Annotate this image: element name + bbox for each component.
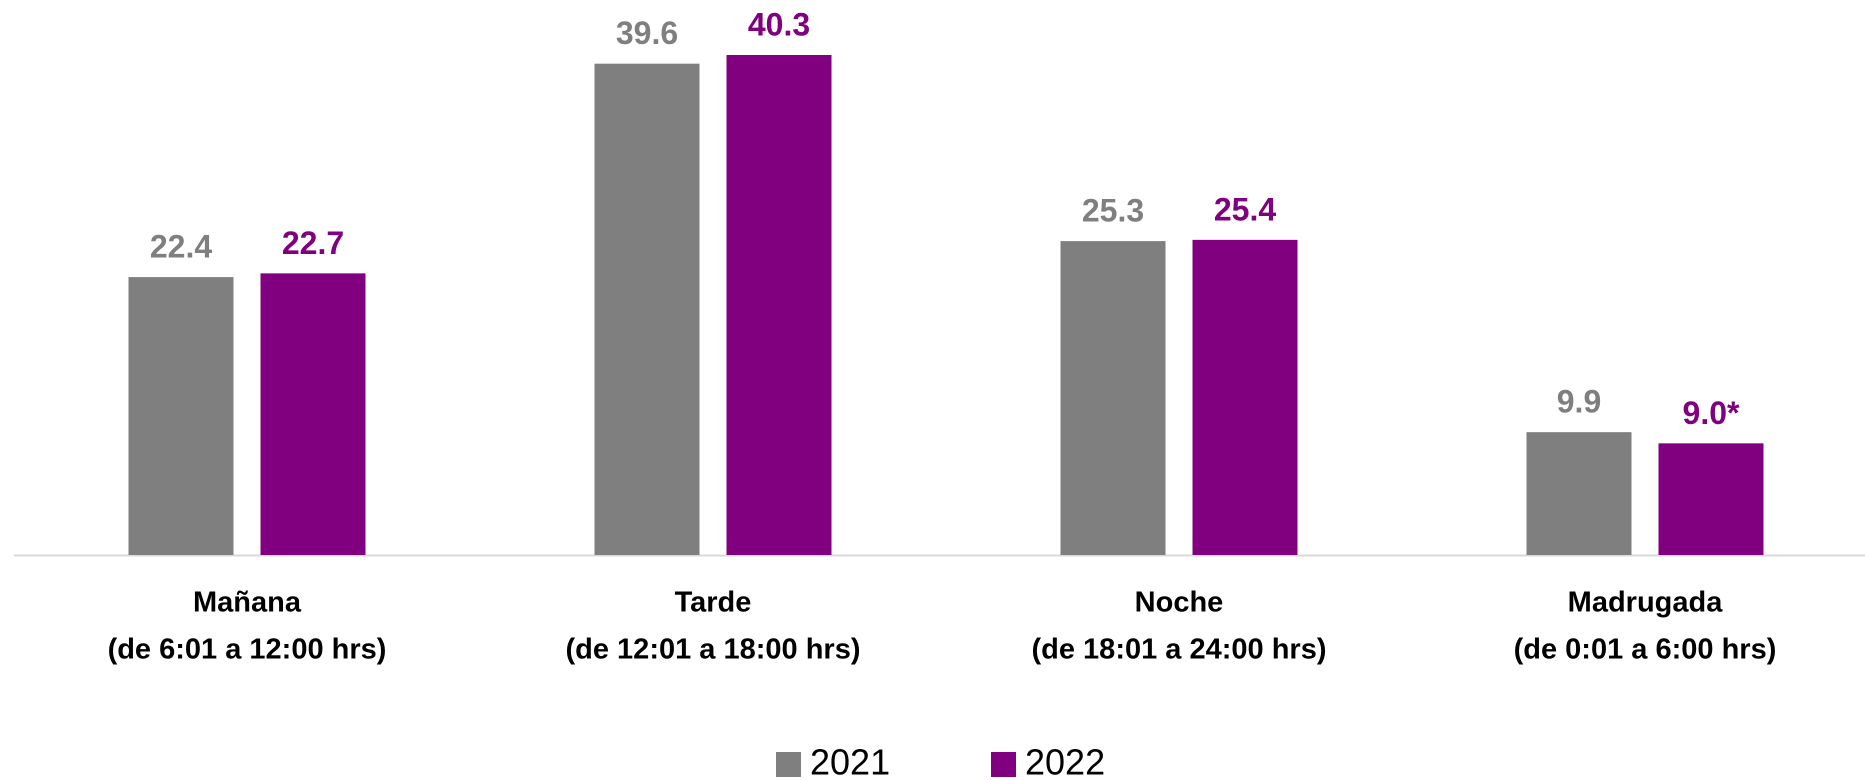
data-label: 25.4 xyxy=(1214,191,1276,227)
data-label: 25.3 xyxy=(1082,193,1144,229)
x-tick-sublabel: (de 12:01 a 18:00 hrs) xyxy=(566,634,861,666)
data-label: 39.6 xyxy=(616,15,678,51)
bar xyxy=(594,63,700,555)
x-tick-label: Mañana xyxy=(193,587,302,619)
legend-swatch xyxy=(776,752,801,777)
data-label: 22.7 xyxy=(282,225,344,261)
legend-swatch xyxy=(991,752,1016,777)
bar xyxy=(260,273,366,555)
legend-label: 2022 xyxy=(1025,742,1105,780)
bar xyxy=(128,277,234,555)
data-label: 40.3 xyxy=(748,6,810,42)
bar xyxy=(1192,239,1298,555)
bar xyxy=(726,55,832,555)
legend-label: 2021 xyxy=(810,742,890,780)
data-label: 9.0* xyxy=(1683,395,1740,431)
data-label: 9.9 xyxy=(1557,384,1601,420)
data-label: 22.4 xyxy=(150,229,212,265)
x-tick-sublabel: (de 6:01 a 12:00 hrs) xyxy=(108,634,387,666)
bar xyxy=(1526,432,1632,555)
bar xyxy=(1060,241,1166,555)
x-tick-label: Noche xyxy=(1135,587,1224,619)
x-tick-sublabel: (de 18:01 a 24:00 hrs) xyxy=(1032,634,1327,666)
bar xyxy=(1658,443,1764,555)
x-tick-label: Tarde xyxy=(675,587,752,619)
x-tick-label: Madrugada xyxy=(1568,587,1724,619)
x-tick-sublabel: (de 0:01 a 6:00 hrs) xyxy=(1514,634,1777,666)
